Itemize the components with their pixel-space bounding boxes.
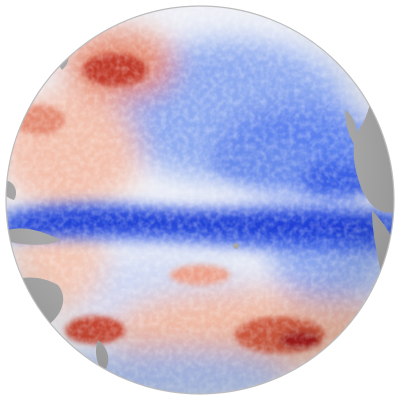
limb-shading — [6, 6, 394, 394]
globe-outline — [5, 5, 395, 395]
island-marker — [328, 26, 332, 30]
